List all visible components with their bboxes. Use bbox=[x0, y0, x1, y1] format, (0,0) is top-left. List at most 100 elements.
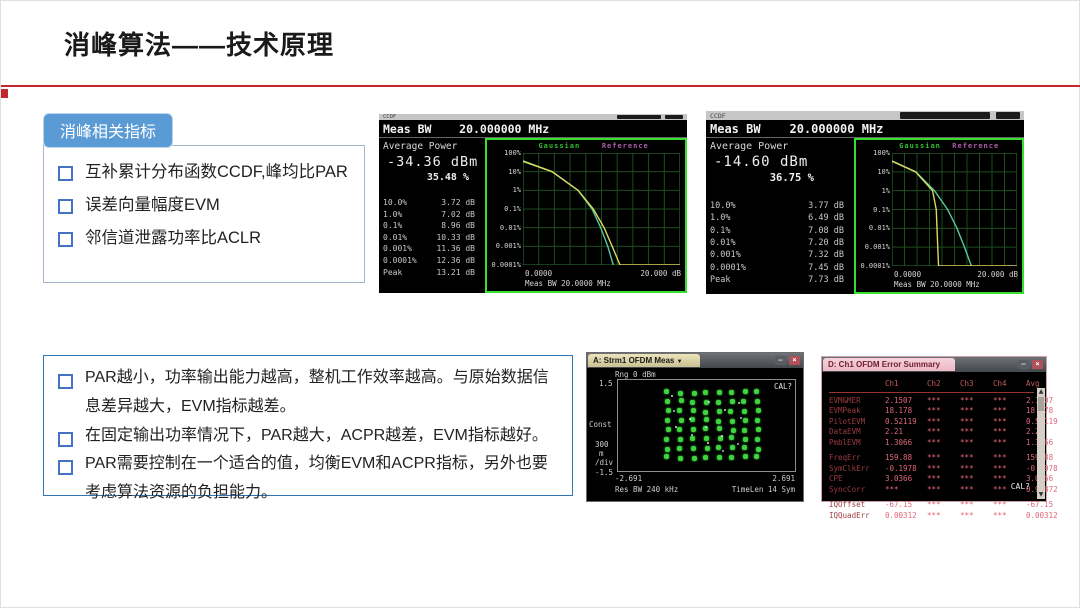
error-table-row: SyncCorr************0.99872 bbox=[829, 484, 1058, 494]
ccdf-stat-row: 0.0001% 12.36 dB bbox=[383, 255, 475, 265]
legend-reference: Reference bbox=[952, 142, 1000, 150]
constellation-point bbox=[665, 446, 671, 452]
metric-item: 邻信道泄露功率比ACLR bbox=[56, 222, 358, 255]
avg-power-percent: 36.75 % bbox=[769, 172, 814, 184]
header-divider bbox=[829, 391, 1034, 393]
metrics-box: 互补累计分布函数CCDF,峰均比PAR 误差向量幅度EVM 邻信道泄露功率比ACLR bbox=[43, 145, 365, 283]
softkey-button[interactable] bbox=[665, 115, 683, 119]
noise-speck bbox=[688, 418, 691, 421]
constellation-point bbox=[716, 445, 722, 451]
constellation-point bbox=[702, 409, 708, 415]
window-tab[interactable]: D: Ch1 OFDM Error Summary bbox=[823, 358, 955, 371]
softkey-button[interactable] bbox=[996, 112, 1020, 119]
ccdf-screenshot-before: CCDF Meas BW 20.000000 MHz Average Power… bbox=[379, 114, 687, 293]
error-table-row: DataEVM 2.21 *** *** *** 2.21 bbox=[829, 427, 1045, 436]
scrollbar-thumb[interactable] bbox=[1038, 397, 1044, 411]
x-max-label: 20.000 dB bbox=[640, 269, 681, 278]
constellation-point bbox=[715, 418, 721, 424]
section-tag: 消峰相关指标 bbox=[43, 113, 174, 148]
constellation-point bbox=[729, 435, 735, 441]
chevron-down-icon[interactable]: ▼ bbox=[676, 359, 683, 365]
error-table-header: Ch1 Ch2 Ch3 Ch4 Avg bbox=[885, 379, 1040, 388]
constellation-point bbox=[664, 398, 670, 404]
constellation-point bbox=[704, 416, 710, 422]
constellation-point bbox=[729, 399, 735, 405]
y-axis-tick: 0.001% bbox=[495, 242, 521, 251]
x-max-label: 20.000 dB bbox=[977, 270, 1018, 279]
ccdf-stat-row: 0.01% 7.20 dB bbox=[710, 237, 844, 248]
error-table-row: IQQuadErr 0.00312 *** *** *** 0.00312 bbox=[829, 510, 1058, 520]
constellation-point bbox=[741, 444, 747, 450]
bullet-text: 互补累计分布函数CCDF,峰均比PAR bbox=[85, 163, 348, 181]
constellation-point bbox=[715, 399, 721, 405]
minimize-button[interactable]: – bbox=[1018, 360, 1029, 369]
constellation-point bbox=[691, 426, 697, 432]
window-title: A: Strm1 OFDM Meas bbox=[593, 356, 675, 365]
square-bullet-icon bbox=[58, 166, 73, 181]
par-note-item: 在固定输出功率情况下，PAR越大，ACPR越差，EVM指标越好。 bbox=[56, 422, 562, 451]
softkey-button[interactable] bbox=[900, 112, 990, 119]
ccdf-stat-row: 0.01% 10.33 dB bbox=[383, 232, 475, 242]
window-titlebar[interactable]: D: Ch1 OFDM Error Summary – × bbox=[822, 357, 1046, 372]
noise-speck bbox=[704, 426, 707, 429]
time-len-label: TimeLen 14 Sym bbox=[731, 485, 795, 494]
constellation-point bbox=[678, 436, 684, 442]
square-bullet-icon bbox=[58, 460, 73, 476]
constellation-point bbox=[665, 408, 671, 414]
constellation-point bbox=[729, 418, 735, 424]
bullet-text: PAR越小，功率输出能力越高，整机工作效率越高。与原始数据信息差异越大，EVM指… bbox=[85, 369, 549, 415]
constellation-point bbox=[717, 454, 723, 460]
ccdf-stat-row: Peak 13.21 dB bbox=[383, 267, 475, 277]
close-icon[interactable]: × bbox=[789, 356, 800, 365]
scrollbar[interactable]: ▲ ▼ bbox=[1037, 388, 1045, 499]
scale-label: /div bbox=[595, 458, 614, 467]
bullet-text: PAR需要控制在一个适合的值，均衡EVM和ACPR指标，另外也要考虑算法资源的负… bbox=[85, 455, 548, 502]
noise-speck bbox=[708, 400, 711, 403]
constellation-point bbox=[742, 454, 748, 460]
x-min-label: -2.691 bbox=[615, 474, 643, 483]
constellation-point bbox=[716, 409, 722, 415]
constellation-point bbox=[754, 388, 760, 394]
y-axis-tick: 0.001% bbox=[864, 243, 890, 252]
ccdf-stat-row: 1.0% 6.49 dB bbox=[710, 213, 844, 224]
close-icon[interactable]: × bbox=[1032, 360, 1043, 369]
ccdf-plot-area bbox=[892, 153, 1017, 266]
noise-speck bbox=[736, 442, 739, 445]
minimize-button[interactable]: – bbox=[775, 356, 786, 365]
ccdf-trace-measured bbox=[892, 161, 1017, 266]
y-axis-tick: 0.0001% bbox=[491, 261, 521, 269]
constellation-point bbox=[676, 446, 682, 452]
window-tab[interactable]: A: Strm1 OFDM Meas ▼ bbox=[588, 354, 700, 367]
ccdf-stat-row: 0.0001% 7.45 dB bbox=[710, 262, 844, 273]
constellation-point bbox=[704, 399, 710, 405]
noise-speck bbox=[672, 410, 675, 413]
ccdf-trace-measured bbox=[523, 161, 680, 265]
window-title: D: Ch1 OFDM Error Summary bbox=[828, 360, 941, 369]
scroll-up-icon[interactable]: ▲ bbox=[1038, 388, 1044, 395]
y-axis-tick: 10% bbox=[877, 167, 890, 176]
constellation-point bbox=[691, 407, 697, 413]
instrument-topbar: CCDF bbox=[379, 114, 687, 120]
y-axis-tick: 1% bbox=[881, 186, 890, 195]
window-titlebar[interactable]: A: Strm1 OFDM Meas ▼ – × bbox=[587, 353, 803, 368]
constellation-point bbox=[742, 408, 748, 414]
softkey-button[interactable] bbox=[617, 115, 661, 119]
constellation-point bbox=[691, 390, 697, 396]
par-note-item: PAR需要控制在一个适合的值，均衡EVM和ACPR指标，另外也要考虑算法资源的负… bbox=[56, 450, 562, 508]
meas-bw-header: Meas BW 20.000000 MHz bbox=[379, 120, 687, 138]
noise-speck bbox=[720, 434, 723, 437]
scroll-down-icon[interactable]: ▼ bbox=[1038, 491, 1044, 498]
noise-speck bbox=[738, 401, 741, 404]
constellation-point bbox=[677, 391, 683, 397]
constellation-point bbox=[690, 400, 696, 406]
constellation-point bbox=[664, 437, 670, 443]
constellation-point bbox=[730, 445, 736, 450]
bullet-text: 在固定输出功率情况下，PAR越大，ACPR越差，EVM指标越好。 bbox=[85, 426, 548, 444]
square-bullet-icon bbox=[58, 232, 73, 247]
scale-label: 300 bbox=[595, 440, 609, 449]
ccdf-trace-gaussian bbox=[523, 161, 613, 265]
